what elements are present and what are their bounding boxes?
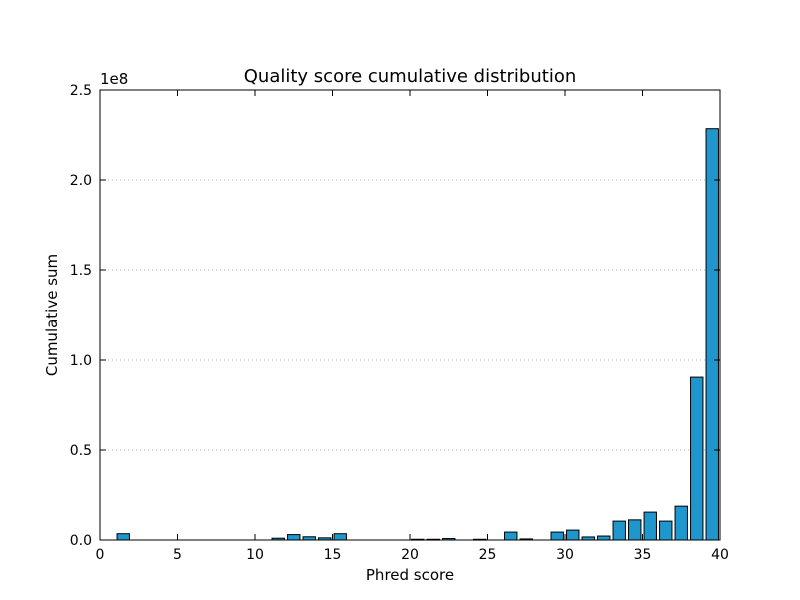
bar bbox=[705, 128, 719, 541]
y-axis-offset-label: 1e8 bbox=[100, 70, 128, 88]
x-tick-label: 0 bbox=[96, 547, 105, 563]
y-axis-ticks: 0.0 0.5 1.0 1.5 2.0 2.5 bbox=[70, 83, 720, 549]
y-tick-label: 1.0 bbox=[70, 353, 92, 369]
y-tick-label: 2.0 bbox=[70, 173, 92, 189]
y-tick-label: 1.5 bbox=[70, 263, 92, 279]
x-tick-label: 10 bbox=[246, 547, 264, 563]
bar bbox=[566, 529, 580, 541]
bar bbox=[287, 534, 301, 541]
x-tick-label: 35 bbox=[634, 547, 652, 563]
plot-frame bbox=[99, 89, 721, 541]
x-tick-label: 15 bbox=[324, 547, 342, 563]
x-tick-label: 20 bbox=[401, 547, 419, 563]
x-axis-ticks: 0 5 10 15 20 25 30 35 40 bbox=[96, 90, 729, 563]
bar bbox=[659, 520, 673, 541]
bar bbox=[628, 519, 642, 541]
bar bbox=[643, 511, 657, 541]
chart-title: Quality score cumulative distribution bbox=[244, 66, 577, 87]
y-tick-label: 2.5 bbox=[70, 83, 92, 99]
bar bbox=[690, 376, 704, 541]
y-tick-label: 0.5 bbox=[70, 443, 92, 459]
x-tick-label: 40 bbox=[711, 547, 729, 563]
x-tick-label: 5 bbox=[173, 547, 182, 563]
x-tick-label: 25 bbox=[479, 547, 497, 563]
x-tick-label: 30 bbox=[556, 547, 574, 563]
bar bbox=[504, 531, 518, 541]
bar bbox=[612, 520, 626, 541]
bar bbox=[597, 535, 611, 541]
bar bbox=[116, 533, 130, 541]
x-axis-label: Phred score bbox=[366, 566, 454, 584]
bar bbox=[674, 505, 688, 541]
y-axis-label: Cumulative sum bbox=[43, 254, 61, 376]
bars bbox=[116, 128, 719, 541]
y-tick-label: 0.0 bbox=[70, 533, 92, 549]
bar bbox=[333, 533, 347, 541]
bar bbox=[550, 531, 564, 541]
grid-lines bbox=[100, 179, 720, 451]
